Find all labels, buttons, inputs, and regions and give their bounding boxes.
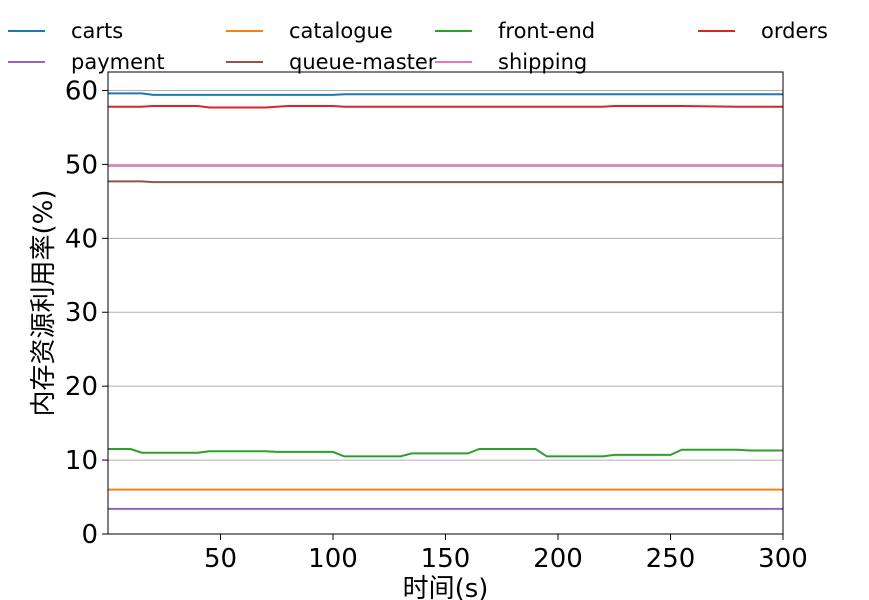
series-line-carts	[108, 92, 783, 96]
y-tick-label: 0	[81, 520, 98, 550]
y-tick-label: 40	[65, 224, 98, 254]
legend-label-catalogue: catalogue	[289, 19, 393, 43]
x-tick-label: 250	[646, 544, 696, 574]
y-tick-label: 30	[65, 298, 98, 328]
x-tick-label: 100	[308, 544, 358, 574]
x-tick-label: 200	[533, 544, 583, 574]
legend-label-carts: carts	[71, 19, 123, 43]
x-axis-label: 时间(s)	[403, 574, 489, 600]
y-axis-label: 内存资源利用率(%)	[29, 190, 59, 417]
x-tick-label: 150	[421, 544, 471, 574]
series-line-front-end	[108, 448, 783, 458]
x-tick-label: 50	[204, 544, 237, 574]
series-lines	[108, 92, 783, 510]
y-tick-label: 60	[65, 76, 98, 106]
legend-label-shipping: shipping	[498, 50, 587, 74]
legend-label-front-end: front-end	[498, 19, 595, 43]
y-tick-label: 10	[65, 446, 98, 476]
y-tick-label: 50	[65, 150, 98, 180]
x-axis-ticks: 50 100 150 200 250 300	[204, 534, 808, 574]
legend-label-orders: orders	[761, 19, 828, 43]
plot-frame	[107, 71, 784, 535]
legend: carts catalogue front-end orders payment queu…	[8, 19, 828, 74]
legend-label-queue-master: queue-master	[289, 50, 437, 74]
series-line-orders	[108, 105, 783, 109]
series-line-queue-master	[108, 180, 783, 184]
y-tick-label: 20	[65, 372, 98, 402]
x-tick-label: 300	[758, 544, 808, 574]
y-gridlines	[108, 89, 783, 535]
y-axis-ticks: 0 10 20 30 40 50 60	[65, 76, 108, 550]
legend-label-payment: payment	[71, 50, 165, 74]
